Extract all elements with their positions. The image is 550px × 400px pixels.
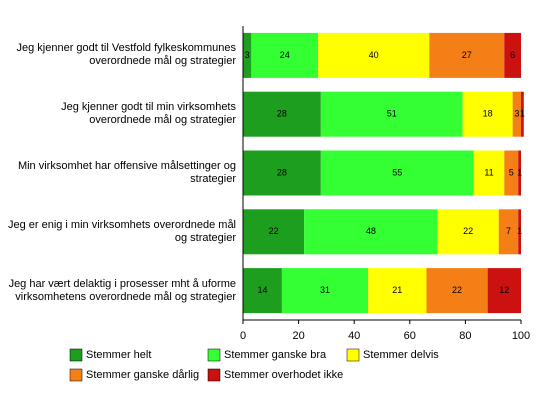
category-label: Jeg kjenner godt til min virksomhets ove… — [61, 101, 236, 127]
legend-label: Stemmer ganske bra — [224, 349, 327, 361]
legend-swatch — [207, 348, 221, 362]
value-label: 14 — [257, 285, 267, 295]
value-label: 7 — [506, 226, 511, 236]
value-label: 22 — [269, 226, 279, 236]
value-label: 40 — [369, 50, 379, 60]
value-label: 22 — [452, 285, 462, 295]
value-label: 11 — [484, 167, 493, 177]
bar-segment — [504, 32, 521, 78]
value-label: 28 — [277, 109, 287, 119]
value-label: 18 — [483, 109, 493, 119]
value-label: 31 — [320, 285, 330, 295]
legend-label: Stemmer overhodet ikke — [224, 369, 343, 381]
legend-label: Stemmer helt — [86, 349, 151, 361]
bar-segment — [243, 150, 321, 196]
x-tick-label: 0 — [240, 330, 246, 342]
value-label: 24 — [280, 50, 290, 60]
value-label: 6 — [510, 50, 515, 60]
bar-segment — [368, 268, 427, 314]
value-label: 22 — [463, 226, 473, 236]
bar-segment — [243, 268, 282, 314]
bar-segment — [521, 91, 524, 137]
value-label: 1 — [517, 167, 522, 177]
bar-segment — [281, 268, 369, 314]
value-label: 5 — [509, 167, 514, 177]
value-label: 3 — [514, 109, 519, 119]
category-label: Jeg har vært delaktig i prosesser mht å … — [8, 277, 236, 303]
bar-segment — [320, 91, 463, 137]
category-label: Min virksomhet har offensive målsettinge… — [17, 160, 236, 185]
value-label: 12 — [499, 285, 509, 295]
bar-segment — [304, 209, 438, 255]
x-tick-label: 80 — [459, 330, 471, 342]
bar-segment — [318, 32, 430, 78]
x-tick-label: 60 — [404, 330, 416, 342]
bar-segment — [251, 32, 319, 78]
bar-segment — [518, 150, 521, 196]
x-tick-label: 40 — [348, 330, 360, 342]
value-label: 48 — [366, 226, 376, 236]
bar-segment — [473, 150, 505, 196]
bar-segment — [437, 209, 499, 255]
bar-segment — [243, 209, 305, 255]
value-label: 21 — [392, 285, 402, 295]
bar-segment — [462, 91, 513, 137]
legend-swatch — [69, 368, 83, 382]
value-label: 3 — [245, 50, 250, 60]
value-label: 51 — [387, 109, 397, 119]
category-label: Jeg er enig i min virksomhets overordned… — [7, 218, 236, 244]
legend-swatch — [346, 348, 360, 362]
category-label: Jeg kjenner godt til Vestfold fylkeskomm… — [16, 42, 236, 68]
value-label: 1 — [520, 109, 525, 119]
value-label: 1 — [517, 226, 522, 236]
legend-swatch — [69, 348, 83, 362]
bar-segment — [429, 32, 505, 78]
bar-segment — [320, 150, 474, 196]
bar-segment — [426, 268, 488, 314]
bar-segment — [243, 32, 252, 78]
x-tick-label: 100 — [512, 330, 530, 342]
legend-label: Stemmer ganske dårlig — [86, 369, 199, 381]
legend-swatch — [207, 368, 221, 382]
x-tick-label: 20 — [292, 330, 304, 342]
bar-segment — [518, 209, 521, 255]
bar-segment — [243, 91, 321, 137]
bar-segment — [512, 91, 521, 137]
bar-segment — [487, 268, 521, 314]
value-label: 27 — [462, 50, 472, 60]
legend-label: Stemmer delvis — [363, 349, 439, 361]
value-label: 55 — [392, 167, 402, 177]
bar-segment — [504, 150, 519, 196]
value-label: 28 — [277, 167, 287, 177]
bar-segment — [498, 209, 519, 255]
